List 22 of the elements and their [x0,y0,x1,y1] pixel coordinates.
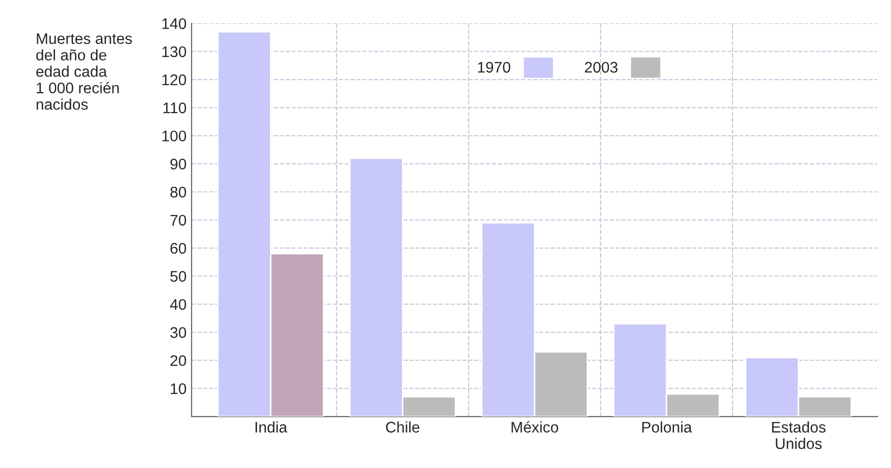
y-tick-label: 60 [170,242,186,254]
y-tick-label: 100 [162,130,186,142]
legend-label: 1970 [478,62,510,73]
y-tick-label: 50 [170,270,186,282]
y-tick-label: 80 [170,186,186,198]
y-tick-label: 120 [162,74,186,86]
x-tick-label: India [256,421,288,433]
x-tick-label: Chile [386,421,420,433]
y-tick-label: 130 [162,46,186,58]
x-tick-label: Estados Unidos [772,421,826,450]
x-tick-label: México [512,421,558,433]
y-tick-label: 70 [170,214,186,226]
y-tick-label: 140 [162,18,186,30]
y-axis-title: Muertes antes del año de edad cada 1 000 recién nacidos [36,33,132,110]
y-tick-label: 30 [170,327,186,338]
y-tick-label: 40 [170,299,186,310]
x-tick-label: Polonia [642,421,692,433]
y-tick-label: 20 [170,355,186,366]
y-tick-label: 10 [170,383,186,394]
y-tick-label: 110 [164,102,186,114]
y-tick-label: 90 [170,158,186,170]
legend-label: 2003 [584,62,618,73]
